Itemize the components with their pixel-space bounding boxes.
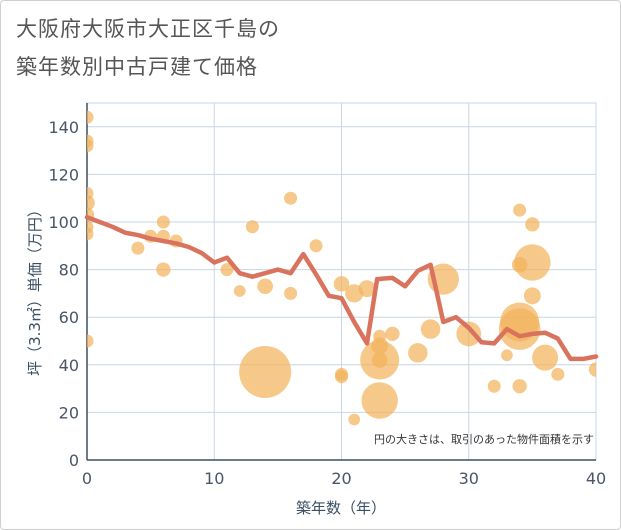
data-bubble [87,227,94,241]
x-tick-label: 30 [459,469,479,488]
data-bubble [87,334,94,348]
data-bubble [513,203,527,217]
x-tick-label: 40 [586,469,606,488]
y-tick-label: 0 [69,451,79,470]
y-tick-label: 100 [48,213,79,232]
data-bubble [335,370,348,384]
data-bubble [523,287,541,305]
data-bubble [358,280,376,298]
data-bubble [408,343,428,363]
data-bubble [131,241,145,255]
data-bubble [487,379,501,393]
data-bubble [348,413,361,426]
trend-line [84,214,599,362]
y-tick-label: 60 [59,308,79,327]
data-bubble [309,239,323,253]
data-bubble [333,276,350,292]
y-tick-label: 140 [48,118,79,137]
bubble-size-note: 円の大きさは、取引のあった物件面積を示す [374,432,594,446]
data-bubble [551,367,565,381]
grid-lines [86,102,597,461]
trend-line-group [84,214,599,362]
chart-title-line-2: 築年数別中古戸建て価格 [16,55,258,79]
data-bubble [514,244,551,281]
data-bubble [233,285,246,297]
y-tick-label: 40 [59,356,79,375]
data-bubble [87,110,94,124]
y-tick-label: 120 [48,165,79,184]
data-bubble [588,362,596,377]
data-bubble [498,308,541,350]
data-bubble [361,382,398,419]
data-bubble [156,262,171,277]
y-axis-title: 坪（3.3㎡）単価（万円） [26,202,44,376]
data-bubble [87,139,94,153]
data-bubble [220,263,234,277]
data-bubble [501,349,513,362]
data-bubble [284,286,298,300]
x-axis-title: 築年数（年） [296,499,386,517]
data-bubble [420,319,441,339]
scatter-bubbles [87,110,596,426]
x-tick-label: 20 [331,469,351,488]
data-bubble [156,215,170,229]
y-tick-label: 20 [59,403,79,422]
data-bubble [284,191,298,205]
axis-ticks: 0 10 20 30 40 0 20 40 60 80 100 120 140 [48,118,606,488]
y-tick-label: 80 [59,261,79,280]
data-bubble [385,326,400,342]
x-tick-label: 10 [204,469,224,488]
data-bubble [257,278,273,295]
x-tick-label: 0 [82,469,92,488]
data-bubble [239,345,292,398]
data-bubble [456,321,482,347]
data-bubble [532,344,559,371]
data-bubble [87,195,95,211]
data-bubble [245,220,259,234]
data-bubble [525,217,540,232]
data-bubble [371,352,388,368]
data-bubble [512,379,527,394]
chart-title-line-1: 大阪府大阪市大正区千島の [16,17,280,41]
